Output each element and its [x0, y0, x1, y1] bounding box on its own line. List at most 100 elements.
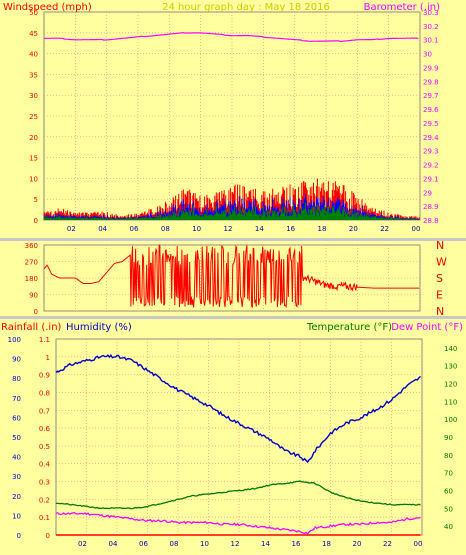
barometer-tick-label: 29.1	[423, 175, 439, 183]
windspeed-tick-label: 15	[29, 155, 38, 163]
humidity-x-tick-label: 18	[322, 540, 331, 548]
rainfall-tick-label: 0.2	[39, 496, 50, 504]
rainfall-tick-label: 0.8	[39, 389, 50, 397]
barometer-tick-label: 29.8	[423, 78, 439, 86]
compass-label: S	[436, 272, 443, 285]
wind-x-tick-label: 20	[349, 225, 358, 233]
barometer-tick-label: 29	[423, 189, 432, 197]
temperature-axis-label: Temperature (°F)	[306, 322, 392, 333]
temperature-tick-label: 130	[444, 363, 457, 371]
humidity-x-tick-label: 04	[109, 540, 118, 548]
humidity-tick-label: 20	[12, 493, 21, 501]
wind-x-tick-label: 14	[255, 225, 264, 233]
windspeed-tick-label: 30	[29, 92, 38, 100]
rainfall-tick-label: 0.5	[39, 443, 50, 451]
compass-label: W	[436, 256, 447, 269]
wind-tick-labels: 0 5 10 15 20 25 30 35 40 45 50 28.8 28.9 29 29.1 29.2 29…	[29, 9, 439, 233]
wind-x-tick-label: 08	[161, 225, 170, 233]
humidity-x-tick-label: 00	[414, 540, 423, 548]
temperature-line	[56, 480, 421, 510]
humidity-x-tick-label: 02	[78, 540, 87, 548]
direction-tick-label: 360	[25, 242, 38, 250]
barometer-tick-label: 29.4	[423, 134, 439, 142]
temperature-tick-label: 80	[444, 452, 453, 460]
wind-x-tick-label: 02	[67, 225, 76, 233]
compass-label: N	[436, 239, 444, 252]
rainfall-tick-label: 0.6	[39, 425, 51, 433]
humidity-x-tick-label: 20	[353, 540, 362, 548]
temperature-tick-label: 140	[444, 345, 457, 353]
humidity-line	[55, 353, 421, 464]
wind-x-tick-label: 18	[318, 225, 327, 233]
humidity-x-tick-label: 16	[292, 540, 301, 548]
temperature-tick-label: 120	[444, 381, 457, 389]
humidity-tick-labels: 0 0.1 0.2 0.3 0.4 0.5 0.6 0.7 0.8 0.9 1 1.1 0 10 20 30 4…	[8, 336, 458, 548]
barometer-tick-label: 30.2	[423, 23, 439, 31]
rainfall-tick-label: 0.1	[39, 514, 50, 522]
wind-x-tick-label: 10	[192, 225, 201, 233]
windspeed-minimum-bars	[43, 202, 420, 220]
humidity-tick-label: 30	[12, 473, 21, 481]
rainfall-tick-label: 0.7	[39, 407, 50, 415]
rainfall-axis-label: Rainfall (.in)	[1, 322, 62, 333]
series-layer	[43, 32, 421, 536]
barometer-tick-label: 30	[423, 51, 432, 59]
windspeed-tick-label: 50	[29, 9, 38, 17]
humidity-x-tick-label: 10	[200, 540, 209, 548]
wind-x-tick-label: 06	[130, 225, 139, 233]
direction-tick-label: 90	[29, 292, 38, 300]
chart-title: 24 hour graph day : May 18 2016	[162, 2, 330, 13]
humidity-tick-label: 80	[12, 375, 21, 383]
windspeed-tick-label: 25	[29, 113, 38, 121]
barometer-tick-label: 29.7	[423, 92, 439, 100]
barometer-tick-label: 28.8	[423, 217, 439, 225]
barometer-tick-label: 29.2	[423, 162, 439, 170]
compass-label: E	[436, 289, 443, 302]
temperature-tick-label: 100	[444, 416, 457, 424]
wind-x-tick-label: 04	[98, 225, 107, 233]
barometer-axis-label: Barometer (.in)	[364, 2, 440, 13]
barometer-tick-label: 29.6	[423, 106, 439, 114]
barometer-tick-label: 29.5	[423, 120, 439, 128]
humidity-x-tick-label: 22	[383, 540, 392, 548]
windspeed-tick-label: 45	[29, 30, 38, 38]
humidity-tick-label: 70	[12, 395, 21, 403]
temperature-tick-label: 70	[444, 470, 453, 478]
barometer-tick-label: 29.9	[423, 64, 439, 72]
windspeed-tick-label: 0	[34, 217, 38, 225]
windspeed-tick-label: 5	[34, 196, 38, 204]
direction-tick-label: 270	[25, 259, 38, 267]
barometer-line	[43, 32, 419, 42]
barometer-tick-label: 30.1	[423, 37, 439, 45]
humidity-tick-label: 100	[8, 336, 21, 344]
temperature-tick-label: 50	[444, 505, 453, 513]
compass-label: N	[436, 305, 444, 318]
humidity-panel-background	[0, 319, 466, 555]
humidity-tick-label: 40	[12, 454, 21, 462]
wind-x-tick-label: 00	[412, 225, 421, 233]
windspeed-tick-label: 10	[29, 175, 38, 183]
wind-x-tick-label: 16	[286, 225, 295, 233]
humidity-tick-label: 10	[12, 512, 21, 520]
barometer-tick-label: 29.3	[423, 148, 439, 156]
dew-point-axis-label: Dew Point (°F)	[391, 322, 463, 333]
humidity-tick-label: 90	[12, 356, 21, 364]
direction-tick-label: 180	[25, 275, 38, 283]
humidity-x-tick-label: 08	[170, 540, 179, 548]
humidity-x-tick-label: 14	[261, 540, 270, 548]
temperature-tick-label: 110	[444, 398, 457, 406]
humidity-axis-label: Humidity (%)	[66, 322, 132, 333]
rainfall-tick-label: 1.1	[39, 336, 50, 344]
temperature-tick-label: 60	[444, 487, 453, 495]
barometer-tick-label: 30.3	[423, 9, 439, 17]
windspeed-tick-label: 40	[29, 51, 38, 59]
humidity-tick-label: 60	[12, 414, 21, 422]
rainfall-tick-label: 0.3	[39, 479, 50, 487]
windspeed-axis-label: Windspeed (mph)	[3, 2, 92, 13]
humidity-tick-label: 0	[17, 532, 21, 540]
rainfall-tick-label: 0.4	[39, 461, 51, 469]
humidity-tick-label: 50	[12, 434, 21, 442]
rainfall-tick-label: 0	[46, 532, 50, 540]
